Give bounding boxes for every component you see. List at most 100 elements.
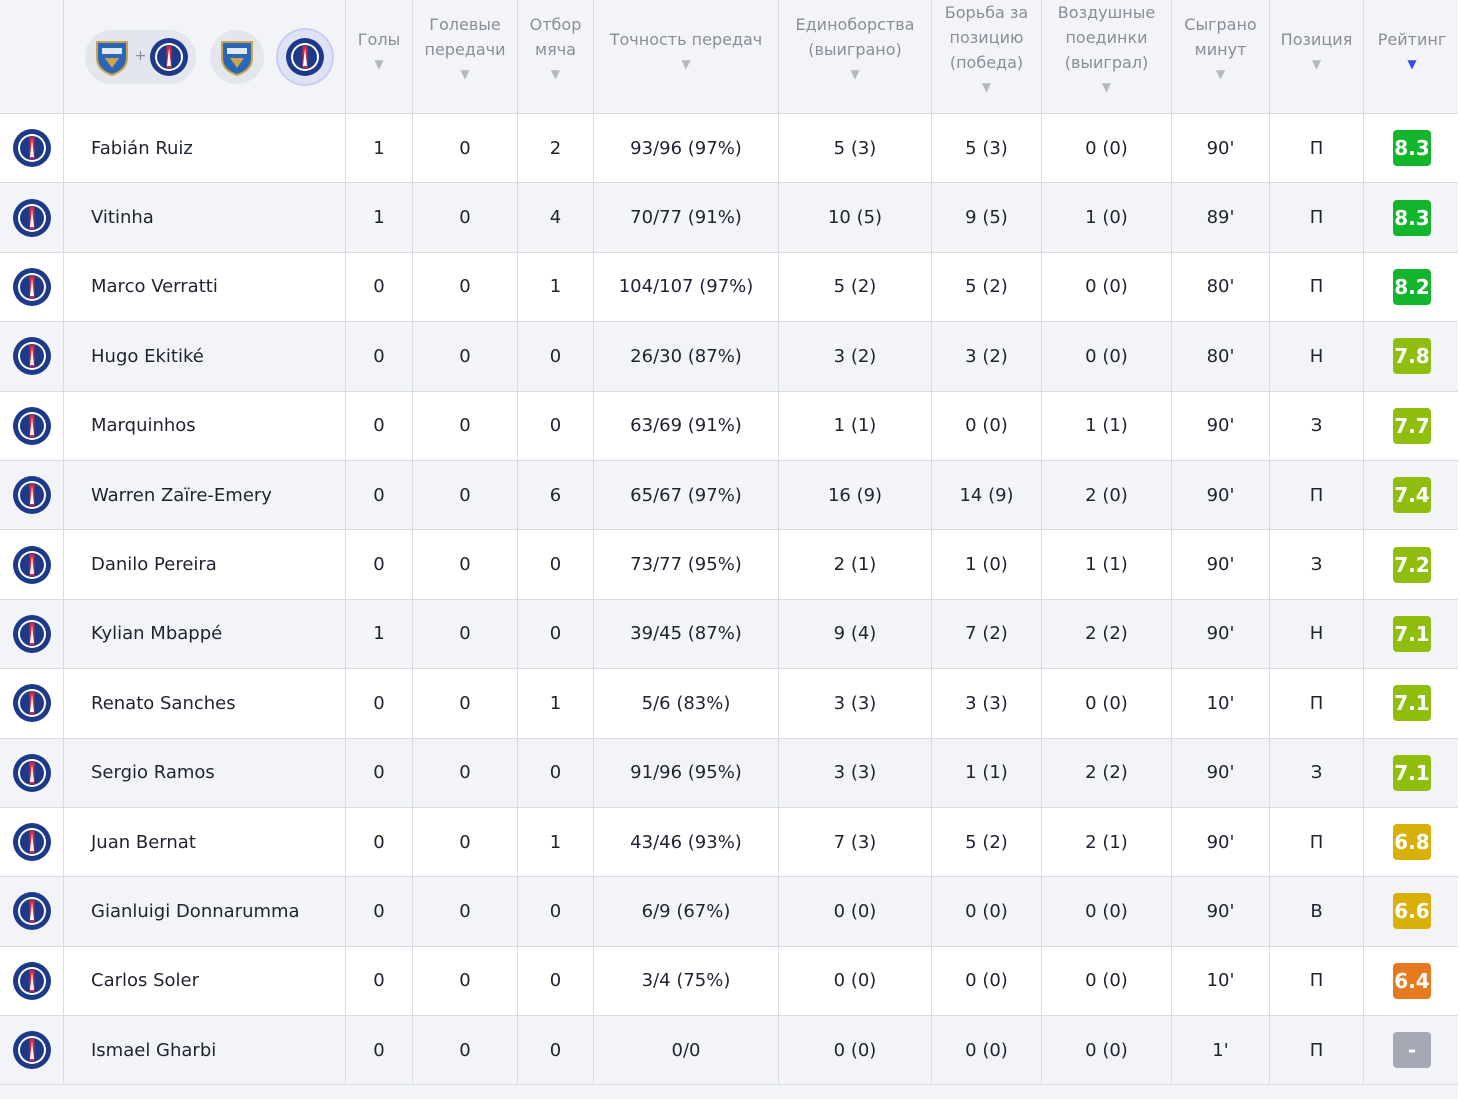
sort-arrow-icon: ▼ [460, 67, 470, 81]
player-name[interactable]: Hugo Ekitiké [64, 322, 346, 391]
player-name[interactable]: Danilo Pereira [64, 530, 346, 599]
player-name[interactable]: Marquinhos [64, 391, 346, 460]
ground-duels-cell: 0 (0) [932, 1016, 1042, 1085]
position-cell: П [1270, 1016, 1364, 1085]
position-value: З [1310, 415, 1323, 437]
both-teams-filter-button[interactable]: + [84, 29, 197, 84]
goals-value: 1 [373, 623, 385, 645]
passes-value: 0/0 [671, 1039, 701, 1061]
assists-value: 0 [459, 762, 471, 784]
player-name[interactable]: Sergio Ramos [64, 738, 346, 807]
position-cell: П [1270, 807, 1364, 877]
psg-filter-button[interactable] [278, 29, 333, 84]
goals-cell: 0 [346, 391, 413, 460]
assists-cell: 0 [413, 1016, 518, 1085]
assists-cell: 0 [413, 183, 518, 252]
passes-value: 65/67 (97%) [630, 484, 742, 506]
table-row[interactable]: Gianluigi Donnarumma 0 0 0 6/9 (67%) 0 (… [0, 877, 1458, 947]
table-body: Fabián Ruiz 1 0 2 93/96 (97%) 5 (3) 5 (3… [0, 114, 1460, 1086]
table-row[interactable]: Juan Bernat 0 0 1 43/46 (93%) 7 (3) 5 (2… [0, 807, 1458, 878]
ground-duels-value: 9 (5) [965, 207, 1008, 229]
team-logo-cell [0, 877, 64, 946]
table-row[interactable]: Sergio Ramos 0 0 0 91/96 (95%) 3 (3) 1 (… [0, 738, 1458, 808]
estac-filter-button[interactable] [210, 29, 265, 84]
player-name[interactable]: Juan Bernat [64, 807, 346, 877]
assists-value: 0 [459, 345, 471, 367]
player-name[interactable]: Gianluigi Donnarumma [64, 877, 346, 946]
column-header-ground-duels[interactable]: Борьба за позицию (победа) ▼ [932, 0, 1042, 113]
table-row[interactable]: Fabián Ruiz 1 0 2 93/96 (97%) 5 (3) 5 (3… [0, 114, 1458, 184]
position-cell: П [1270, 669, 1364, 738]
duels-cell: 3 (2) [779, 322, 932, 391]
tackles-cell: 0 [518, 738, 594, 807]
table-row[interactable]: Vitinha 1 0 4 70/77 (91%) 10 (5) 9 (5) 1… [0, 183, 1458, 253]
duels-cell: 2 (1) [779, 530, 932, 599]
passes-cell: 93/96 (97%) [594, 114, 779, 183]
minutes-value: 80' [1206, 345, 1235, 367]
minutes-value: 90' [1206, 623, 1235, 645]
assists-value: 0 [459, 900, 471, 922]
goals-value: 0 [373, 692, 385, 714]
column-header-minutes[interactable]: Сыграно минут ▼ [1172, 0, 1270, 113]
table-row[interactable]: Renato Sanches 0 0 1 5/6 (83%) 3 (3) 3 (… [0, 669, 1458, 739]
player-name[interactable]: Kylian Mbappé [64, 599, 346, 669]
assists-cell: 0 [413, 252, 518, 322]
goals-cell: 0 [346, 807, 413, 877]
table-row[interactable]: Carlos Soler 0 0 0 3/4 (75%) 0 (0) 0 (0)… [0, 946, 1458, 1017]
column-header-goals[interactable]: Голы ▼ [346, 0, 413, 113]
goals-value: 0 [373, 1039, 385, 1061]
rating-cell: 7.8 [1364, 322, 1460, 390]
assists-cell: 0 [413, 599, 518, 669]
estac-crest-icon [95, 40, 128, 76]
column-header-position[interactable]: Позиция ▼ [1270, 0, 1364, 113]
player-name[interactable]: Renato Sanches [64, 669, 346, 738]
table-row[interactable]: Kylian Mbappé 1 0 0 39/45 (87%) 9 (4) 7 … [0, 599, 1460, 670]
aerial-duels-cell: 1 (1) [1042, 391, 1172, 460]
passes-cell: 39/45 (87%) [594, 599, 779, 669]
team-filter: + [64, 0, 346, 113]
player-name[interactable]: Carlos Soler [64, 946, 346, 1016]
player-name[interactable]: Fabián Ruiz [64, 114, 346, 183]
table-row[interactable]: Warren Zaïre-Emery 0 0 6 65/67 (97%) 16 … [0, 460, 1458, 531]
column-header-assists[interactable]: Голевые передачи ▼ [413, 0, 518, 113]
rating-badge: 6.6 [1393, 893, 1431, 930]
table-row[interactable]: Marquinhos 0 0 0 63/69 (91%) 1 (1) 0 (0)… [0, 391, 1458, 461]
rating-cell: 7.1 [1364, 600, 1460, 668]
duels-value: 5 (2) [833, 276, 877, 298]
player-name-text: Warren Zaïre-Emery [91, 484, 272, 506]
passes-cell: 63/69 (91%) [594, 391, 779, 460]
goals-value: 1 [373, 137, 385, 159]
column-header-passes[interactable]: Точность передач ▼ [594, 0, 779, 113]
team-logo-cell [0, 322, 64, 391]
ground-duels-value: 1 (0) [965, 554, 1008, 576]
assists-value: 0 [459, 1039, 471, 1061]
assists-cell: 0 [413, 322, 518, 391]
assists-cell: 0 [413, 114, 518, 183]
rating-badge: 7.1 [1393, 685, 1431, 722]
passes-value: 6/9 (67%) [641, 900, 731, 922]
psg-crest-icon [12, 545, 51, 584]
column-header-aerial-duels[interactable]: Воздушные поединки (выиграл) ▼ [1042, 0, 1172, 113]
ground-duels-value: 14 (9) [959, 484, 1014, 506]
table-row[interactable]: Marco Verratti 0 0 1 104/107 (97%) 5 (2)… [0, 252, 1458, 323]
tackles-cell: 6 [518, 460, 594, 530]
table-row[interactable]: Ismael Gharbi 0 0 0 0/0 0 (0) 0 (0) 0 (0… [0, 1016, 1458, 1086]
tackles-value: 0 [549, 554, 562, 576]
position-cell: П [1270, 946, 1364, 1016]
column-header-tackles[interactable]: Отбор мяча ▼ [518, 0, 594, 113]
ground-duels-cell: 3 (2) [932, 322, 1042, 391]
minutes-value: 90' [1206, 137, 1235, 159]
column-header-duels[interactable]: Единоборства (выиграно) ▼ [779, 0, 932, 113]
ground-duels-value: 0 (0) [965, 970, 1008, 992]
duels-value: 1 (1) [833, 415, 877, 437]
tackles-cell: 0 [518, 599, 594, 669]
player-name[interactable]: Ismael Gharbi [64, 1016, 346, 1085]
table-row[interactable]: Hugo Ekitiké 0 0 0 26/30 (87%) 3 (2) 3 (… [0, 322, 1460, 392]
duels-value: 3 (2) [833, 345, 877, 367]
ground-duels-cell: 0 (0) [932, 946, 1042, 1016]
player-name[interactable]: Vitinha [64, 183, 346, 252]
column-header-rating[interactable]: Рейтинг ▼ [1364, 0, 1460, 113]
player-name[interactable]: Marco Verratti [64, 252, 346, 322]
table-row[interactable]: Danilo Pereira 0 0 0 73/77 (95%) 2 (1) 1… [0, 530, 1458, 600]
player-name[interactable]: Warren Zaïre-Emery [64, 460, 346, 530]
